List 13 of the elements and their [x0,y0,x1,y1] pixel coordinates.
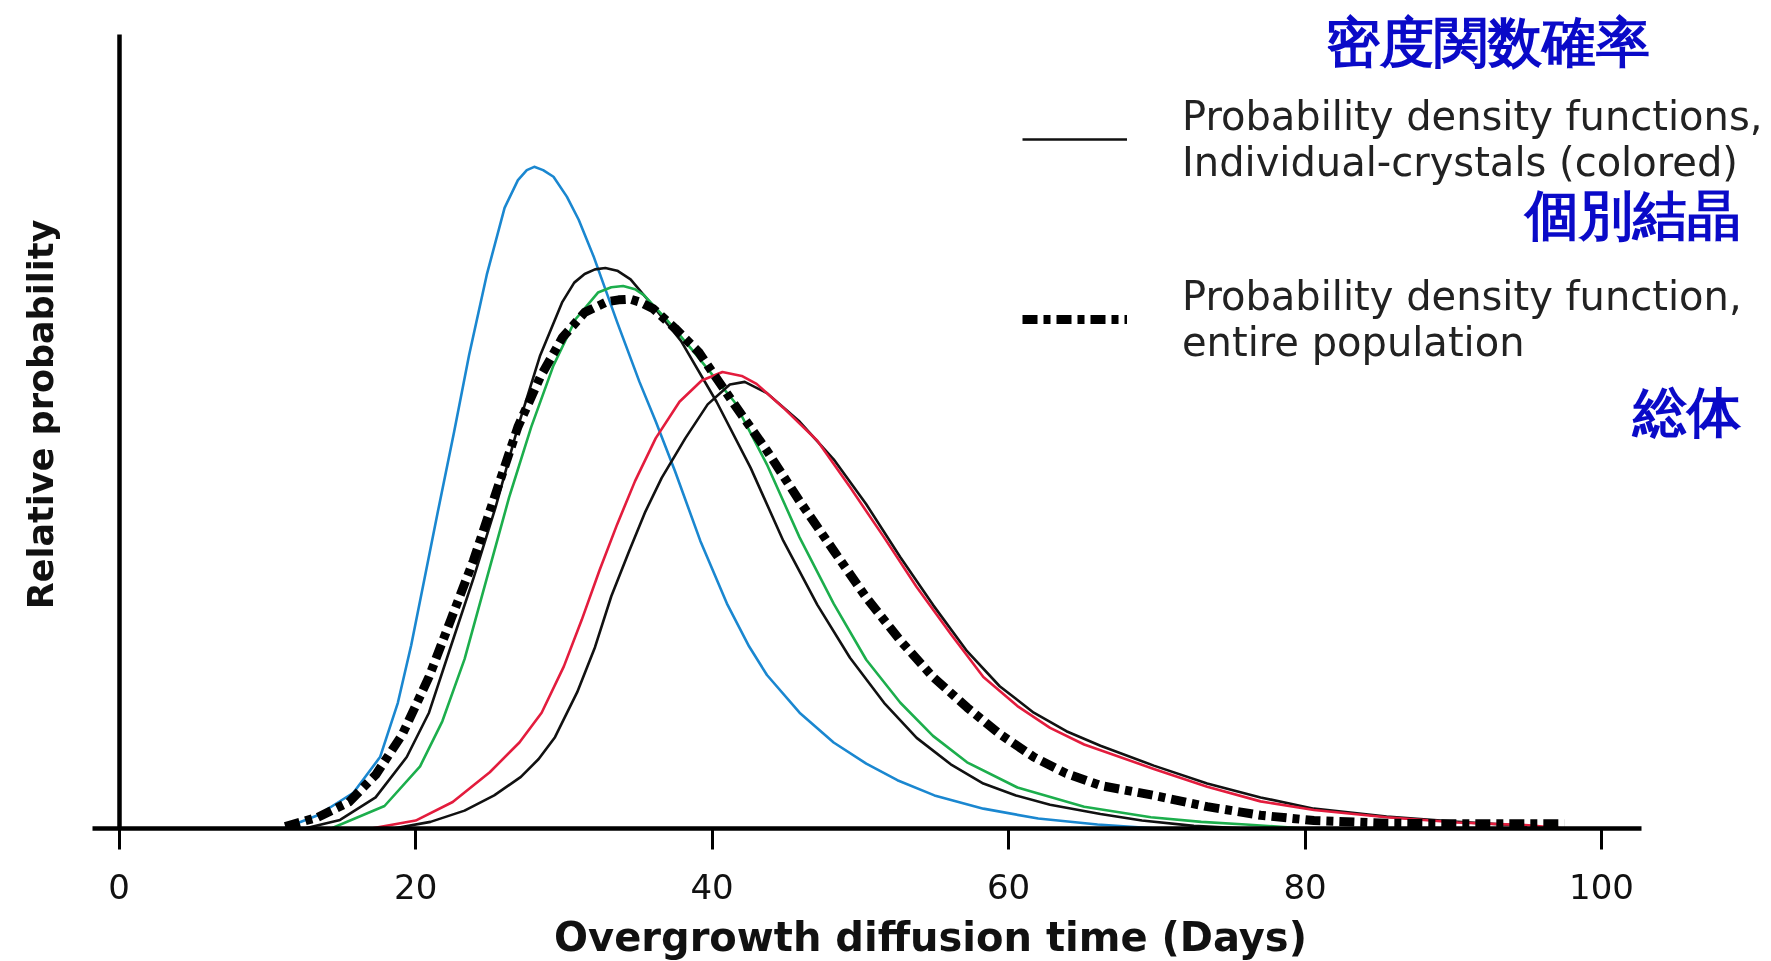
text: 密度関数確率 [1325,11,1650,74]
legend-label: Probability density function, entire population [1182,273,1742,365]
x-tick-label: 100 [1569,866,1634,907]
x-tick-label: 0 [108,866,131,907]
x-tick-label: 60 [986,866,1031,907]
x-tick-label: 20 [394,866,438,907]
legend-label: Probability density functions, Individual-crystals (colored) [1182,93,1763,185]
y-axis-title: Relative probability [20,219,61,610]
x-tick-label: 40 [690,866,734,907]
x-axis-title: Overgrowth diffusion time (Days) [554,913,1307,960]
annotation: 総体 [1630,381,1742,444]
annotation: 個別結晶 [1522,184,1741,247]
x-tick-label: 80 [1283,866,1327,907]
